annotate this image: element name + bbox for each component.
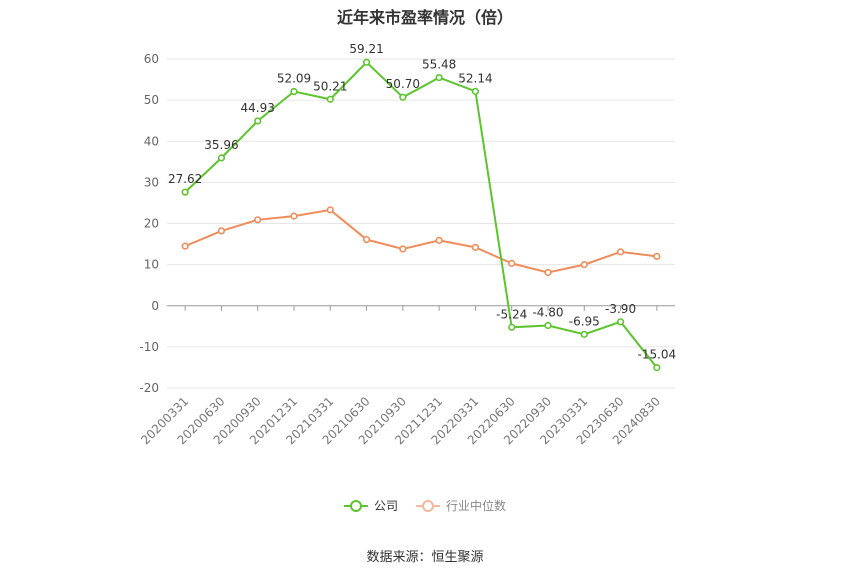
data-point-company [399,93,407,101]
y-tick-label: 40 [144,134,159,148]
data-point-company [181,188,189,196]
legend-marker-industry-median [416,499,440,513]
data-point-industry-median [616,248,625,256]
data-label: 59.21 [349,42,383,56]
data-point-industry-median [471,243,480,251]
y-tick-label: 30 [144,175,159,189]
data-point-industry-median [254,216,262,224]
data-label: 35.96 [204,138,238,152]
data-source: 数据来源：恒生聚源 [366,550,484,565]
data-point-industry-median [326,206,334,214]
data-label: -6.95 [569,314,600,328]
data-label: 55.48 [422,58,456,72]
legend: 公司 行业中位数 [0,497,850,514]
data-label: 50.70 [386,77,420,91]
data-label: 52.14 [458,71,492,85]
data-point-industry-median [435,236,443,244]
data-label: -5.24 [496,307,527,321]
data-point-company [616,318,625,326]
legend-item-industry-median[interactable]: 行业中位数 [416,497,506,514]
data-point-industry-median [362,235,371,244]
legend-label-company: 公司 [373,499,398,513]
legend-item-company[interactable]: 公司 [343,497,398,514]
data-point-industry-median [181,242,189,250]
y-tick-label: -20 [139,381,159,395]
data-point-company [435,73,443,82]
data-point-industry-median [508,259,516,267]
data-point-company [362,58,371,66]
data-point-industry-median [653,252,661,260]
data-point-company [326,95,334,103]
data-point-company [653,364,661,372]
y-tick-label: 20 [144,217,159,231]
data-point-company [217,154,226,162]
data-point-industry-median [544,268,552,277]
data-label: 52.09 [277,72,311,86]
chart-title: 近年来市盈率情况（倍） [336,8,513,27]
data-point-industry-median [580,261,588,269]
data-point-company [290,87,298,96]
data-label: -3.90 [605,302,636,316]
data-point-company [544,321,552,330]
y-tick-label: 10 [144,258,159,272]
data-label: 27.62 [168,172,202,186]
data-point-company [580,330,588,338]
data-point-company [254,117,262,125]
data-label: 44.93 [241,101,275,115]
legend-marker-company [343,499,368,513]
series-line-industry-median [184,208,657,274]
y-tick-label: -10 [139,340,159,354]
data-label: -15.04 [638,348,677,362]
data-point-company [471,87,480,95]
data-label: -4.80 [532,305,563,319]
data-point-industry-median [399,245,407,253]
y-tick-label: 0 [151,299,159,313]
data-point-company [508,323,516,331]
data-label: 50.21 [313,79,347,93]
data-point-industry-median [217,227,226,235]
legend-label-industry-median: 行业中位数 [446,499,507,513]
data-point-industry-median [290,212,298,220]
series-line-company [184,60,658,369]
y-tick-label: 50 [144,93,159,107]
y-tick-label: 60 [144,52,159,66]
